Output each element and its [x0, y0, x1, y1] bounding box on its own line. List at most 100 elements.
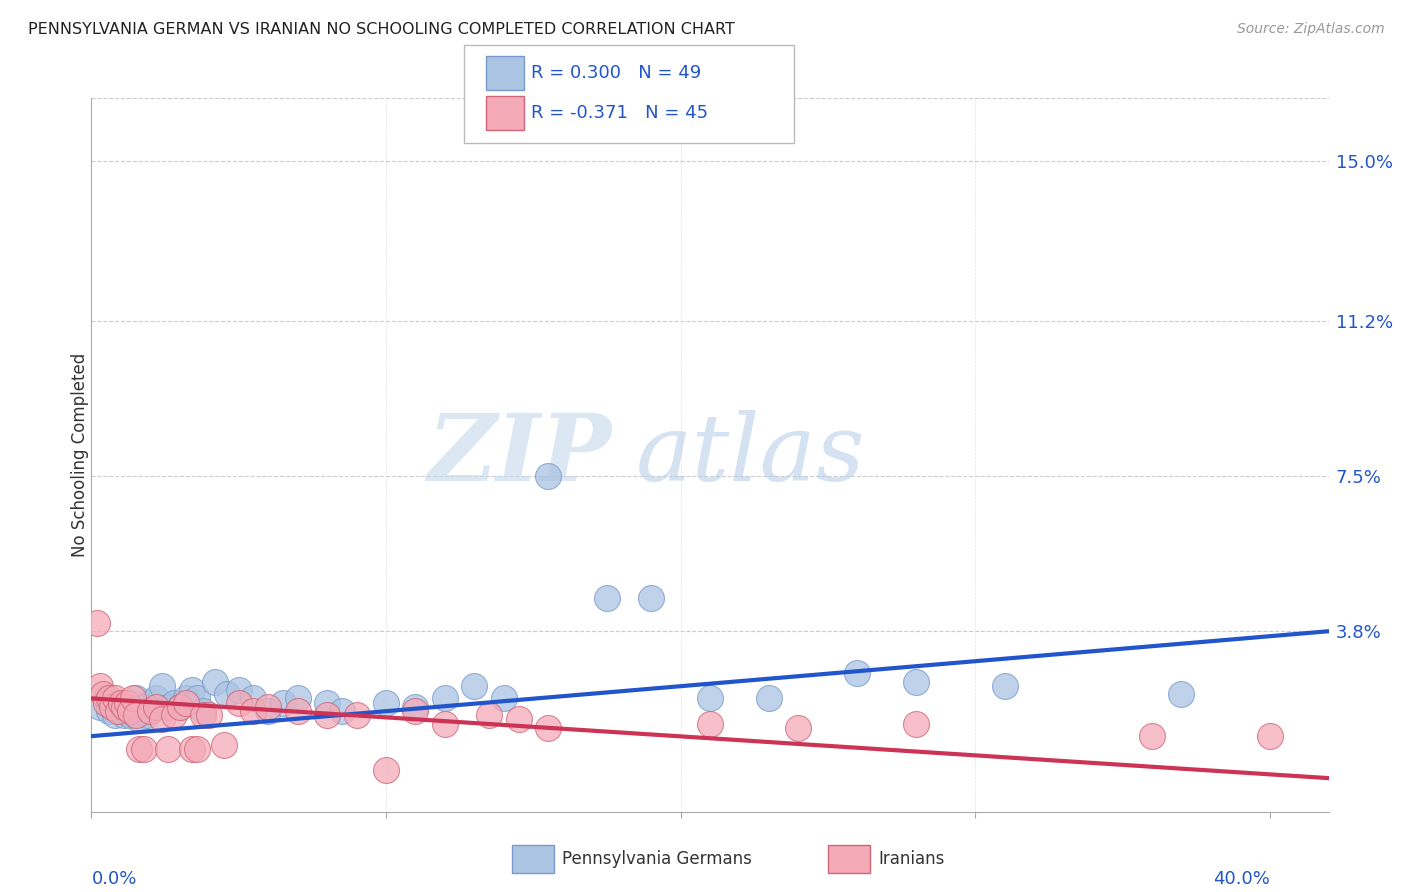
Text: ZIP: ZIP — [427, 410, 612, 500]
Point — [156, 741, 179, 756]
Point — [1258, 729, 1281, 743]
Point — [287, 704, 309, 718]
Point — [198, 708, 221, 723]
Point — [139, 704, 162, 718]
Text: Pennsylvania Germans: Pennsylvania Germans — [562, 850, 752, 868]
Point — [86, 615, 108, 630]
Point — [115, 696, 138, 710]
Point — [537, 469, 560, 483]
Point — [110, 704, 132, 718]
Point — [107, 699, 129, 714]
Point — [994, 679, 1017, 693]
Point — [94, 691, 117, 706]
Point — [169, 699, 191, 714]
Point — [101, 699, 124, 714]
Point — [118, 704, 141, 718]
Point — [180, 683, 202, 698]
Point — [204, 674, 226, 689]
Point — [150, 679, 173, 693]
Point — [124, 691, 146, 706]
Point — [758, 691, 780, 706]
Point — [121, 699, 143, 714]
Point — [215, 687, 238, 701]
Text: PENNSYLVANIA GERMAN VS IRANIAN NO SCHOOLING COMPLETED CORRELATION CHART: PENNSYLVANIA GERMAN VS IRANIAN NO SCHOOL… — [28, 22, 735, 37]
Point — [787, 721, 810, 735]
Point — [169, 699, 191, 714]
Point — [104, 708, 127, 723]
Point — [110, 696, 132, 710]
Point — [228, 683, 250, 698]
Point — [115, 696, 138, 710]
Point — [242, 704, 264, 718]
Point — [257, 699, 280, 714]
Point — [150, 712, 173, 726]
Point — [134, 741, 156, 756]
Point — [128, 741, 150, 756]
Point — [145, 691, 167, 706]
Point — [212, 738, 235, 752]
Point — [156, 699, 179, 714]
Point — [131, 704, 153, 718]
Point — [121, 691, 143, 706]
Point — [1140, 729, 1163, 743]
Point — [375, 696, 398, 710]
Text: atlas: atlas — [636, 410, 865, 500]
Point — [330, 704, 353, 718]
Point — [228, 696, 250, 710]
Point — [163, 696, 186, 710]
Point — [463, 679, 485, 693]
Point — [186, 741, 208, 756]
Y-axis label: No Schooling Completed: No Schooling Completed — [72, 353, 89, 557]
Point — [107, 704, 129, 718]
Point — [118, 708, 141, 723]
Point — [316, 708, 339, 723]
Point — [180, 741, 202, 756]
Point — [89, 679, 111, 693]
Text: R = 0.300   N = 49: R = 0.300 N = 49 — [531, 64, 702, 82]
Text: 0.0%: 0.0% — [91, 871, 136, 888]
Point — [433, 691, 456, 706]
Point — [271, 696, 294, 710]
Point — [404, 699, 426, 714]
Point — [375, 763, 398, 777]
Point — [128, 712, 150, 726]
Point — [846, 666, 869, 681]
Point — [139, 696, 162, 710]
Point — [112, 708, 135, 723]
Point — [346, 708, 368, 723]
Point — [145, 699, 167, 714]
Point — [478, 708, 501, 723]
Point — [905, 674, 928, 689]
Point — [640, 591, 662, 605]
Point — [98, 691, 121, 706]
Point — [193, 704, 215, 718]
Point — [1170, 687, 1192, 701]
Point — [186, 691, 208, 706]
Point — [98, 704, 121, 718]
Point — [492, 691, 515, 706]
Point — [242, 691, 264, 706]
Text: Iranians: Iranians — [879, 850, 945, 868]
Point — [101, 696, 124, 710]
Point — [257, 704, 280, 718]
Point — [508, 712, 530, 726]
Point — [89, 699, 111, 714]
Point — [94, 696, 117, 710]
Point — [433, 716, 456, 731]
Point — [174, 691, 197, 706]
Point — [174, 696, 197, 710]
Point — [596, 591, 619, 605]
Point — [136, 708, 159, 723]
Point — [699, 691, 721, 706]
Point — [124, 708, 146, 723]
Point — [699, 716, 721, 731]
Point — [905, 716, 928, 731]
Point — [193, 708, 215, 723]
Point — [316, 696, 339, 710]
Text: 40.0%: 40.0% — [1213, 871, 1270, 888]
Point — [404, 704, 426, 718]
Point — [112, 699, 135, 714]
Point — [134, 699, 156, 714]
Point — [104, 691, 127, 706]
Point — [163, 708, 186, 723]
